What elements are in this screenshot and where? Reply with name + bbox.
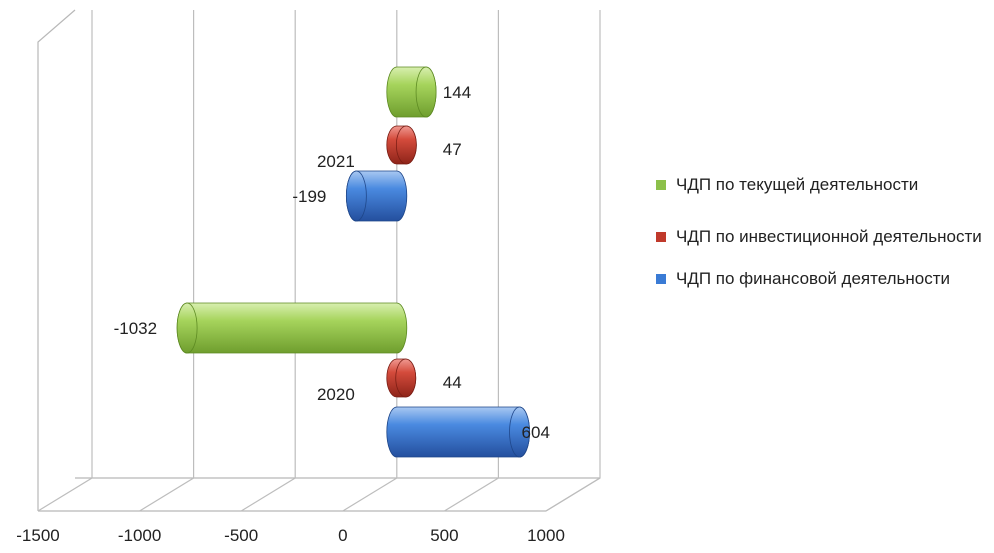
bar-2021-0 (386, 66, 437, 118)
gridline-0 (37, 10, 93, 512)
x-tick-label-0: -1500 (16, 526, 59, 545)
legend-label-financing: ЧДП по финансовой деятельности (676, 269, 951, 288)
bar-2021-2 (345, 170, 408, 222)
data-label-2021-0: 144 (443, 83, 471, 102)
bar-body-2020-0 (176, 302, 408, 354)
data-label-2021-2: -199 (292, 187, 326, 206)
x-tick-label-4: 500 (430, 526, 458, 545)
bar-2021-1 (386, 125, 417, 165)
bar-cap-2021-1 (395, 125, 417, 165)
back-wall-left (37, 9, 76, 511)
data-label-2020-0: -1032 (114, 319, 157, 338)
x-tick-label-2: -500 (224, 526, 258, 545)
category-label-2020: 2020 (317, 385, 355, 404)
bar-2020-0 (176, 302, 408, 354)
bar-body-2020-2 (386, 406, 530, 458)
bar-2020-1 (386, 358, 417, 398)
bar-2020-2 (386, 406, 530, 458)
legend-swatch-operating (656, 180, 666, 190)
category-labels: 2020 2021 (317, 152, 355, 404)
legend-item-operating: ЧДП по текущей деятельности (652, 170, 992, 200)
bar-cap-2020-2 (509, 406, 530, 458)
legend-swatch-financing (656, 274, 666, 284)
gridline-4 (444, 10, 499, 512)
gridline-1 (139, 10, 195, 512)
legend-swatch-investing (656, 232, 666, 242)
x-tick-label-1: -1000 (118, 526, 161, 545)
bar-cap-2020-1 (395, 358, 417, 398)
legend: ЧДП по текущей деятельности ЧДП по инвес… (652, 170, 992, 306)
x-axis-ticks: -1500 -1000 -500 0 500 1000 (16, 526, 565, 545)
data-label-2020-2: 604 (522, 423, 550, 442)
data-label-2021-1: 47 (443, 140, 462, 159)
x-tick-label-5: 1000 (527, 526, 565, 545)
data-label-2020-1: 44 (443, 373, 462, 392)
legend-label-operating: ЧДП по текущей деятельности (676, 175, 919, 194)
gridline-5 (545, 10, 601, 512)
legend-item-financing: ЧДП по финансовой деятельности (652, 264, 992, 294)
legend-label-investing: ЧДП по инвестиционной деятельности (676, 227, 982, 246)
gridlines (37, 10, 601, 512)
legend-item-investing: ЧДП по инвестиционной деятельности (652, 222, 992, 252)
bar-cap-2021-0 (415, 66, 437, 118)
gridline-2 (240, 10, 296, 512)
x-tick-label-3: 0 (338, 526, 347, 545)
bar-cap-2021-2 (345, 170, 367, 222)
data-labels: -1032 44 604 144 47 -199 (114, 83, 550, 442)
gridline-3 (342, 10, 398, 512)
bars (176, 66, 530, 458)
category-label-2021: 2021 (317, 152, 355, 171)
bar-cap-2020-0 (176, 302, 198, 354)
